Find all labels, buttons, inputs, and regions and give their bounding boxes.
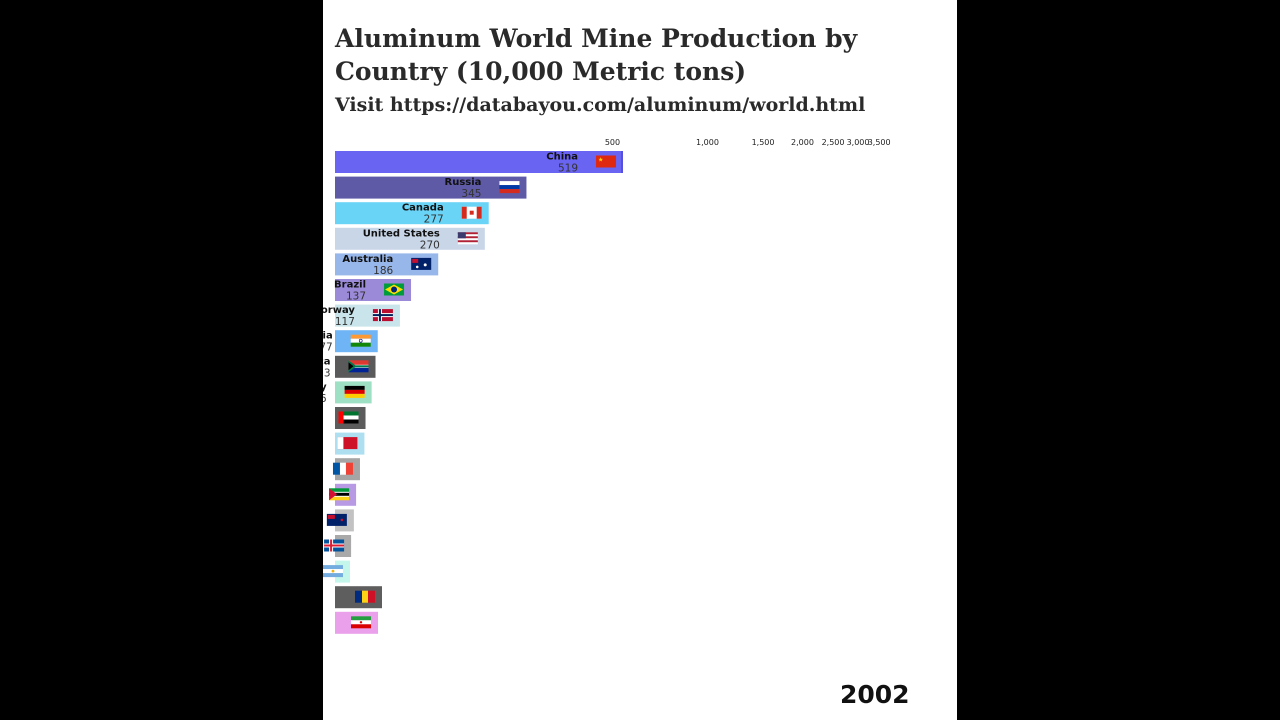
chart-title-line2: Country (10,000 Metric tons) xyxy=(335,57,747,86)
source-link[interactable]: Visit https://databayou.com/aluminum/wor… xyxy=(335,94,866,116)
bar-group: France45 xyxy=(332,458,360,481)
svg-text:★: ★ xyxy=(598,157,603,164)
bar-group: Norway117 xyxy=(323,304,400,328)
iran-flag-icon xyxy=(351,616,371,629)
romania-flag-icon xyxy=(355,590,375,603)
bar-value-label: 77 xyxy=(323,342,333,354)
argentina-flag-icon xyxy=(323,565,343,578)
axis-tick-label: 1,000 xyxy=(696,138,719,147)
france-flag-icon xyxy=(332,462,353,475)
bar-group: India77 xyxy=(323,330,378,354)
axis-tick-label: 3,000 xyxy=(847,138,870,147)
south-africa-flag-icon xyxy=(348,360,369,373)
bar-group: Bahrain53 xyxy=(335,432,365,455)
bar xyxy=(335,176,527,199)
bar-country-label: Australia xyxy=(342,254,393,265)
bar-country-label: Russia xyxy=(445,177,482,188)
bar-value-label: 277 xyxy=(424,214,444,226)
axis-tick-label: 1,500 xyxy=(752,138,775,147)
canada-flag-icon xyxy=(461,206,482,219)
australia-flag-icon xyxy=(411,257,432,270)
year-label: 2002 xyxy=(840,680,910,709)
bar-group: South Africa73 xyxy=(323,355,376,379)
bar xyxy=(335,202,489,225)
bar-country-label: China xyxy=(546,152,578,163)
uae-flag-icon xyxy=(338,411,359,424)
bar-country-label: South Africa xyxy=(323,356,331,367)
axis-tick-label: 2,000 xyxy=(791,138,814,147)
new-zealand-flag-icon xyxy=(326,513,347,526)
usa-flag-icon xyxy=(457,232,478,245)
bar-country-label: Brazil xyxy=(334,280,366,291)
bar-value-label: 519 xyxy=(558,163,578,175)
iceland-flag-icon xyxy=(324,539,345,552)
bar-country-label: India xyxy=(323,331,333,342)
bar-value-label: 345 xyxy=(461,188,481,200)
bahrain-flag-icon xyxy=(337,437,358,450)
germany-flag-icon xyxy=(344,385,365,398)
chart-title-line1: Aluminum World Mine Production by xyxy=(335,24,858,53)
bar xyxy=(335,151,623,173)
bar-group xyxy=(335,611,378,634)
china-flag-icon: ★ xyxy=(596,155,616,168)
bar-country-label: Norway xyxy=(323,305,355,316)
bar-country-label: United States xyxy=(363,228,440,239)
bar-edge xyxy=(621,151,623,173)
bar xyxy=(335,227,485,250)
bar-value-label: 270 xyxy=(420,239,440,251)
bar-group xyxy=(335,586,382,609)
chart-panel: Aluminum World Mine Production by Countr… xyxy=(323,0,957,720)
bar-group: UAE55 xyxy=(335,407,366,429)
axis-tick-label: 500 xyxy=(605,138,620,147)
bar-group: ealand34 xyxy=(326,509,354,532)
brazil-flag-icon xyxy=(384,283,405,296)
axis-tick-label: 2,500 xyxy=(822,138,845,147)
norway-flag-icon xyxy=(372,309,393,322)
bar-value-label: 73 xyxy=(323,367,331,379)
bar-group: tina27 xyxy=(323,560,350,583)
bar-country-label: Canada xyxy=(402,203,444,214)
bar-group: Germany66 xyxy=(323,381,372,405)
mozambique-flag-icon xyxy=(329,488,350,501)
bar-value-label: 117 xyxy=(335,316,355,328)
bar-group: land29 xyxy=(324,535,352,557)
bar-group: mbique38 xyxy=(329,483,357,506)
bar-value-label: 186 xyxy=(373,265,393,277)
bar-country-label: Germany xyxy=(323,382,327,393)
india-flag-icon xyxy=(350,334,371,347)
axis-tick-label: 3,500 xyxy=(868,138,891,147)
russia-flag-icon xyxy=(499,181,520,194)
bar-value-label: 137 xyxy=(346,291,366,303)
bar-value-label: 66 xyxy=(323,393,327,405)
